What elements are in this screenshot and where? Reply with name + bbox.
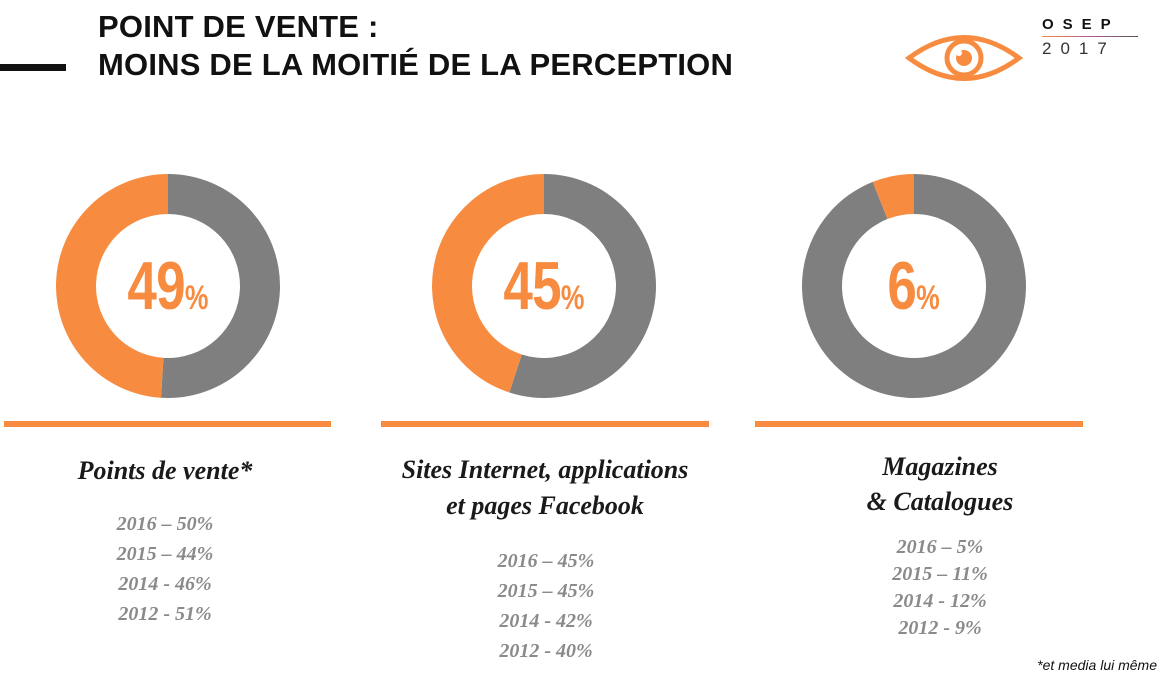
title-accent-bar <box>0 64 66 71</box>
donut-slice-value <box>55 174 168 398</box>
history-item: 2012 - 40% <box>499 640 593 662</box>
donut-value-number: 6 <box>887 248 918 324</box>
category-label-line: Magazines <box>882 452 998 481</box>
logo-divider <box>1042 36 1138 37</box>
donut-slice-remainder <box>509 174 656 398</box>
category-label-line: & Catalogues <box>866 487 1014 516</box>
osep-logo: OSEP 2017 <box>905 14 1145 84</box>
category-label-line: Sites Internet, applications <box>401 455 689 484</box>
page-title-line-2: MOINS DE LA MOITIÉ DE LA PERCEPTION <box>98 47 734 82</box>
history-item: 2015 – 45% <box>497 580 595 602</box>
history-item: 2015 – 11% <box>892 563 988 585</box>
donut-value-number: 45 <box>503 248 561 324</box>
separator-line <box>381 421 709 427</box>
donut-percent-sign: % <box>560 279 585 317</box>
donut-value-points-de-vente: 49% <box>55 173 281 399</box>
footnote: *et media lui même <box>1037 657 1157 673</box>
donut-chart-magazines <box>802 174 1026 398</box>
logo-name: OSEP <box>1042 16 1120 33</box>
donut-value-magazines: 6% <box>801 173 1027 399</box>
category-label-magazines: Magazines & Catalogues <box>775 449 1105 519</box>
history-list-sites-internet: 2016 – 45% 2015 – 45% 2014 - 42% 2012 - … <box>381 546 711 666</box>
history-list-points-de-vente: 2016 – 50% 2015 – 44% 2014 - 46% 2012 - … <box>0 509 330 629</box>
category-label-points-de-vente: Points de vente* <box>0 453 330 489</box>
history-item: 2016 – 5% <box>896 536 984 558</box>
page-title: POINT DE VENTE : MOINS DE LA MOITIÉ DE L… <box>98 8 733 84</box>
donut-value-sites-internet: 45% <box>431 173 657 399</box>
logo-year: 2017 <box>1042 39 1116 58</box>
donut-chart-points-de-vente <box>55 174 280 398</box>
eye-icon <box>905 35 1023 81</box>
donut-slice-remainder <box>160 174 280 398</box>
history-item: 2012 - 9% <box>898 617 982 639</box>
category-label-sites-internet: Sites Internet, applications et pages Fa… <box>375 452 715 524</box>
separator-line <box>755 421 1083 427</box>
category-label-line: et pages Facebook <box>446 491 644 520</box>
history-item: 2014 - 42% <box>499 610 593 632</box>
page-title-line-1: POINT DE VENTE : <box>98 9 379 44</box>
logo-text: OSEP 2017 <box>1042 16 1142 59</box>
history-item: 2012 - 51% <box>118 603 212 625</box>
donut-slice-value <box>432 174 544 393</box>
history-item: 2016 – 50% <box>116 513 214 535</box>
history-list-magazines: 2016 – 5% 2015 – 11% 2014 - 12% 2012 - 9… <box>775 534 1105 642</box>
history-item: 2015 – 44% <box>116 543 214 565</box>
donut-slice-value <box>872 174 914 220</box>
history-item: 2014 - 12% <box>893 590 987 612</box>
donut-chart-sites-internet <box>432 174 656 398</box>
donut-slice-remainder <box>802 174 1026 398</box>
donut-value-number: 49 <box>127 248 185 324</box>
separator-line <box>4 421 331 427</box>
donut-percent-sign: % <box>916 279 941 317</box>
history-item: 2016 – 45% <box>497 550 595 572</box>
history-item: 2014 - 46% <box>118 573 212 595</box>
category-label-line: Points de vente* <box>77 456 253 485</box>
donut-percent-sign: % <box>184 279 209 317</box>
